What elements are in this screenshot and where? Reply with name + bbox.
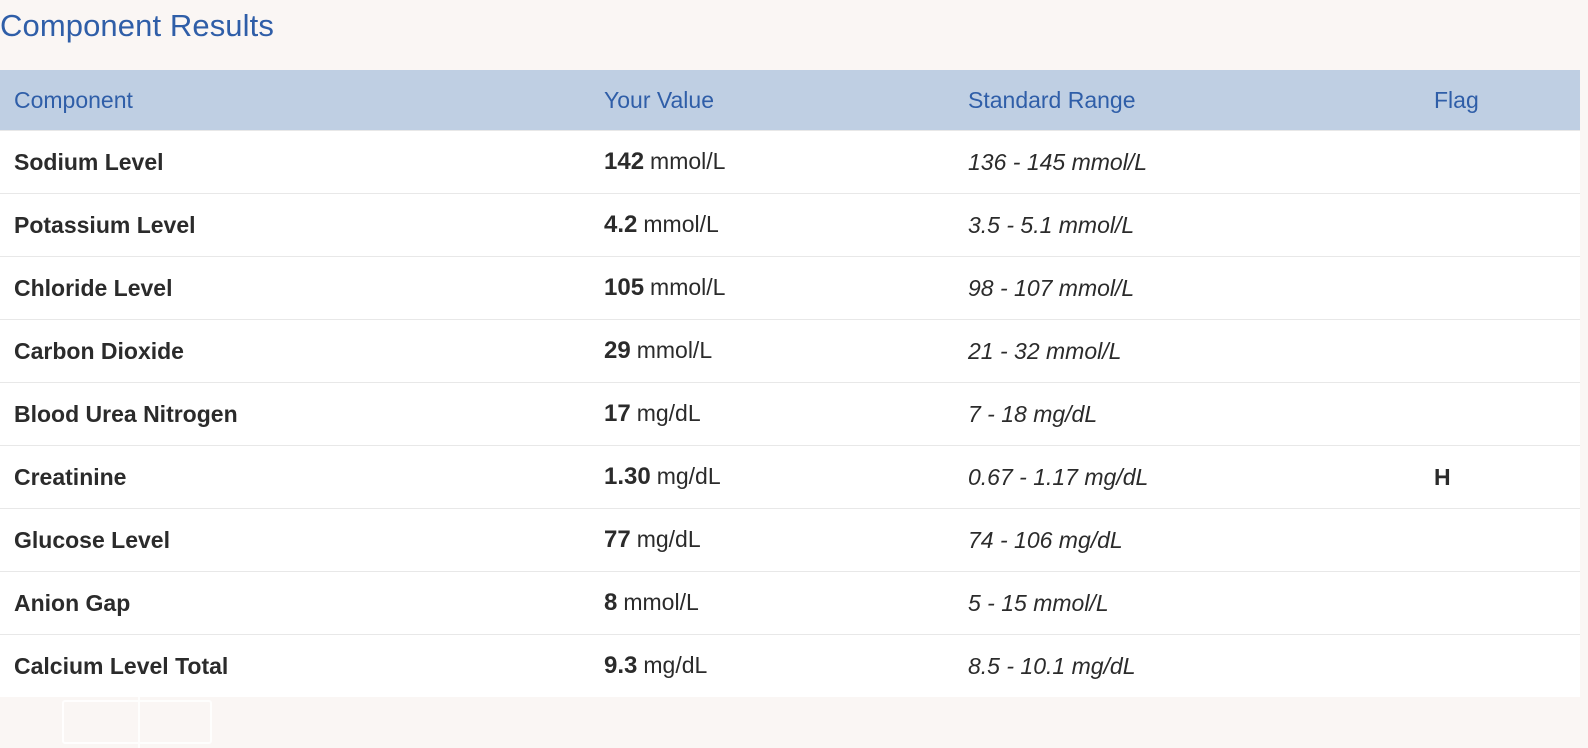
table-row: Anion Gap 8 mmol/L 5 - 15 mmol/L <box>0 571 1580 635</box>
value-unit: mmol/L <box>650 148 726 174</box>
flag-cell <box>1434 256 1580 320</box>
flag-cell <box>1434 193 1580 257</box>
standard-range: 98 - 107 mmol/L <box>968 256 1434 320</box>
column-header-flag: Flag <box>1434 70 1580 131</box>
component-name: Creatinine <box>0 445 604 509</box>
value-unit: mmol/L <box>643 211 719 237</box>
value-unit: mg/dL <box>656 463 721 489</box>
value-unit: mmol/L <box>650 274 726 300</box>
component-name: Anion Gap <box>0 571 604 635</box>
table-row: Glucose Level 77 mg/dL 74 - 106 mg/dL <box>0 508 1580 572</box>
value-cell: 8 mmol/L <box>604 571 968 635</box>
flag-high: H <box>1434 445 1580 509</box>
flag-cell <box>1434 319 1580 383</box>
value-cell: 142 mmol/L <box>604 130 968 194</box>
value-unit: mg/dL <box>636 526 701 552</box>
value-number: 29 <box>604 337 631 364</box>
value-unit: mg/dL <box>636 400 701 426</box>
standard-range: 5 - 15 mmol/L <box>968 571 1434 635</box>
component-name: Carbon Dioxide <box>0 319 604 383</box>
value-number: 17 <box>604 400 631 427</box>
table-row: Calcium Level Total 9.3 mg/dL 8.5 - 10.1 … <box>0 634 1580 697</box>
flag-cell <box>1434 571 1580 635</box>
flag-cell <box>1434 130 1580 194</box>
value-number: 1.30 <box>604 463 651 490</box>
standard-range: 136 - 145 mmol/L <box>968 130 1434 194</box>
value-cell: 4.2 mmol/L <box>604 193 968 257</box>
standard-range: 8.5 - 10.1 mg/dL <box>968 634 1434 697</box>
standard-range: 21 - 32 mmol/L <box>968 319 1434 383</box>
component-name: Potassium Level <box>0 193 604 257</box>
component-name: Glucose Level <box>0 508 604 572</box>
table-row: Potassium Level 4.2 mmol/L 3.5 - 5.1 mmol… <box>0 193 1580 257</box>
table-header-row: Component Your Value Standard Range Flag <box>0 70 1580 131</box>
component-name: Blood Urea Nitrogen <box>0 382 604 446</box>
table-row: Creatinine 1.30 mg/dL 0.67 - 1.17 mg/dL H <box>0 445 1580 509</box>
component-results-table: Component Your Value Standard Range Flag… <box>0 70 1580 697</box>
standard-range: 0.67 - 1.17 mg/dL <box>968 445 1434 509</box>
flag-cell <box>1434 382 1580 446</box>
value-unit: mmol/L <box>636 337 713 363</box>
value-cell: 77 mg/dL <box>604 508 968 572</box>
component-name: Calcium Level Total <box>0 634 604 697</box>
value-cell: 29 mmol/L <box>604 319 968 383</box>
standard-range: 74 - 106 mg/dL <box>968 508 1434 572</box>
value-number: 77 <box>604 526 631 553</box>
column-header-your-value: Your Value <box>604 70 968 131</box>
column-header-standard-range: Standard Range <box>968 70 1434 131</box>
standard-range: 7 - 18 mg/dL <box>968 382 1434 446</box>
value-number: 9.3 <box>604 652 638 679</box>
value-number: 105 <box>604 274 645 301</box>
column-header-component: Component <box>0 70 604 131</box>
section-title: Component Results <box>0 8 274 43</box>
value-unit: mmol/L <box>623 589 699 615</box>
table-row: Chloride Level 105 mmol/L 98 - 107 mmol/L <box>0 256 1580 320</box>
flag-cell <box>1434 634 1580 697</box>
table-row: Blood Urea Nitrogen 17 mg/dL 7 - 18 mg/dL <box>0 382 1580 446</box>
value-number: 4.2 <box>604 211 638 238</box>
value-cell: 1.30 mg/dL <box>604 445 968 509</box>
faint-logo-outline <box>62 688 212 748</box>
table-row: Carbon Dioxide 29 mmol/L 21 - 32 mmol/L <box>0 319 1580 383</box>
value-unit: mg/dL <box>643 652 708 678</box>
table-row: Sodium Level 142 mmol/L 136 - 145 mmol/L <box>0 130 1580 194</box>
value-cell: 105 mmol/L <box>604 256 968 320</box>
flag-cell <box>1434 508 1580 572</box>
value-cell: 9.3 mg/dL <box>604 634 968 697</box>
value-number: 142 <box>604 148 645 175</box>
value-number: 8 <box>604 589 618 616</box>
standard-range: 3.5 - 5.1 mmol/L <box>968 193 1434 257</box>
component-name: Chloride Level <box>0 256 604 320</box>
component-name: Sodium Level <box>0 130 604 194</box>
value-cell: 17 mg/dL <box>604 382 968 446</box>
